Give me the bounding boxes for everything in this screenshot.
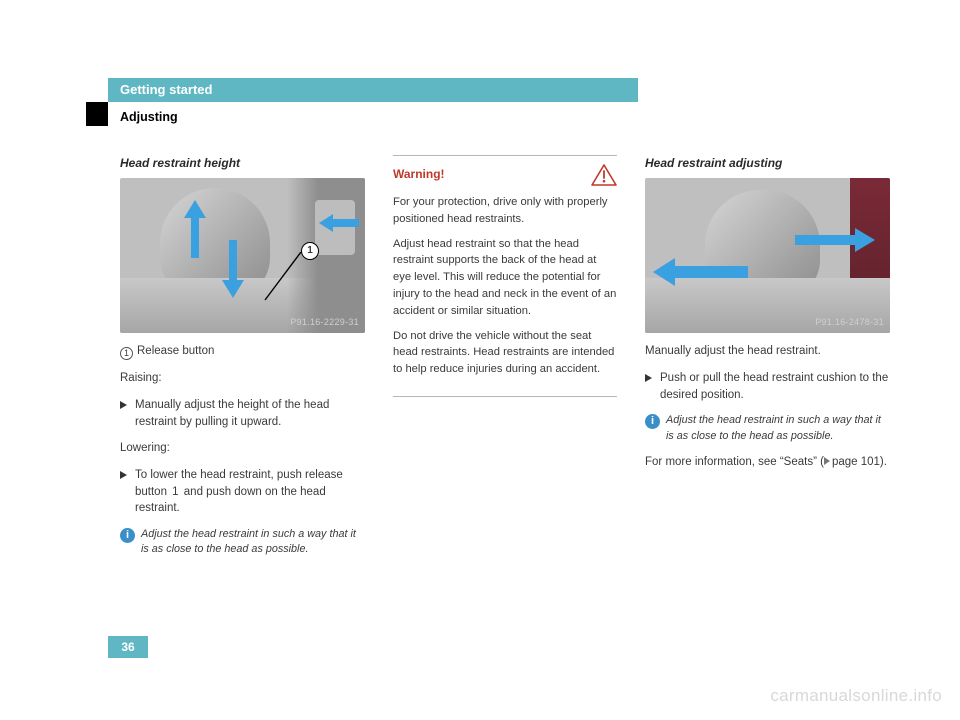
figure-head-restraint-height: 1 P91.16-2229-31 — [120, 178, 365, 333]
figure-id-1: P91.16-2229-31 — [290, 316, 359, 329]
xref-triangle-icon — [824, 457, 830, 465]
warning-box: Warning! For your protection, drive only… — [393, 155, 617, 397]
section-title: Adjusting — [120, 110, 178, 124]
info-note-1: i Adjust the head restraint in such a wa… — [120, 527, 365, 557]
legend-num-icon: 1 — [120, 347, 133, 360]
callout-1-num: 1 — [307, 244, 313, 259]
chapter-title: Getting started — [120, 82, 212, 97]
info-icon: i — [645, 414, 660, 429]
raising-step: Manually adjust the height of the head r… — [120, 397, 365, 430]
warning-body: For your protection, drive only with pro… — [393, 194, 617, 378]
warn-p2: Adjust head restraint so that the head r… — [393, 236, 617, 320]
col3-step: Push or pull the head restraint cushion … — [645, 370, 890, 403]
warn-p1: For your protection, drive only with pro… — [393, 194, 617, 228]
col3-heading: Head restraint adjusting — [645, 155, 890, 172]
info-text-2: Adjust the head restraint in such a way … — [666, 413, 890, 443]
column-3: Head restraint adjusting P91.16-2478-31 … — [645, 155, 890, 557]
col3-step-text: Push or pull the head restraint cushion … — [660, 370, 890, 403]
col1-heading: Head restraint height — [120, 155, 365, 172]
page-number: 36 — [108, 636, 148, 658]
inline-callout-icon: 1 — [172, 486, 178, 498]
warning-title: Warning! — [393, 166, 445, 183]
lowering-step: To lower the head restraint, push releas… — [120, 467, 365, 517]
figure-id-2: P91.16-2478-31 — [815, 316, 884, 329]
legend-1: 1 Release button — [120, 343, 365, 360]
lowering-label: Lowering: — [120, 440, 365, 457]
raising-label: Raising: — [120, 370, 365, 387]
watermark: carmanualsonline.info — [770, 686, 942, 706]
legend-text: Release button — [137, 345, 214, 357]
warning-header: Warning! — [393, 164, 617, 186]
lowering-step-text: To lower the head restraint, push releas… — [135, 467, 365, 517]
chapter-bar: Getting started — [108, 78, 638, 102]
warning-triangle-icon — [591, 164, 617, 186]
warn-p3: Do not drive the vehicle without the sea… — [393, 328, 617, 378]
info-icon: i — [120, 528, 135, 543]
col3-caption: Manually adjust the head restraint. — [645, 343, 890, 360]
step-marker-icon — [645, 374, 652, 382]
raising-step-text: Manually adjust the height of the head r… — [135, 397, 365, 430]
info-text-1: Adjust the head restraint in such a way … — [141, 527, 365, 557]
column-2: Warning! For your protection, drive only… — [393, 155, 617, 557]
step-marker-icon — [120, 401, 127, 409]
column-1: Head restraint height 1 — [120, 155, 365, 557]
manual-page: Getting started Adjusting Head restraint… — [0, 0, 960, 720]
content-columns: Head restraint height 1 — [120, 155, 890, 557]
info-note-2: i Adjust the head restraint in such a wa… — [645, 413, 890, 443]
figure-head-restraint-adjust: P91.16-2478-31 — [645, 178, 890, 333]
side-tab — [86, 102, 108, 126]
cross-reference: For more information, see “Seats” (page … — [645, 454, 890, 471]
step-marker-icon — [120, 471, 127, 479]
